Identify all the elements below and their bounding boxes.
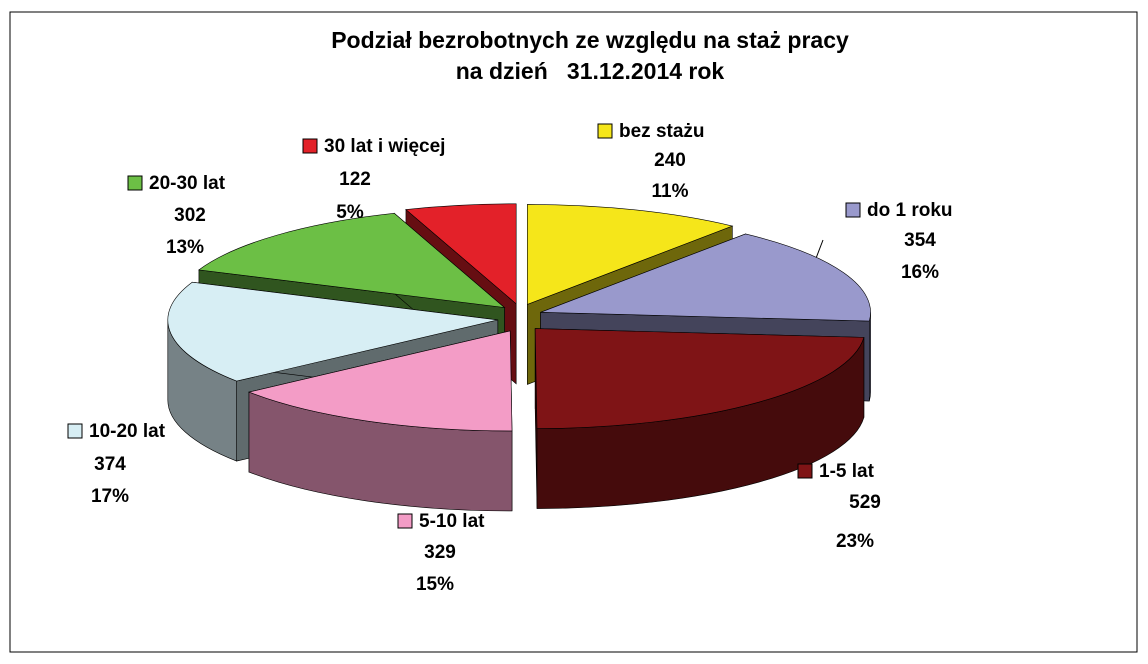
- percent-label: 5%: [336, 202, 364, 223]
- slice: [534, 328, 865, 429]
- category-label: 5-10 lat: [419, 511, 485, 532]
- legend-swatch: [67, 423, 83, 439]
- legend-swatch: [597, 123, 613, 139]
- category-label: 10-20 lat: [89, 421, 166, 442]
- percent-label: 17%: [91, 486, 129, 507]
- slice: [167, 281, 498, 382]
- slice-side: [869, 312, 871, 402]
- category-label: bez stażu: [619, 121, 705, 142]
- value-label: 240: [654, 150, 686, 171]
- value-label: 374: [94, 454, 126, 475]
- slice: [247, 330, 513, 432]
- legend-swatch: [397, 513, 413, 529]
- slice: [527, 204, 734, 305]
- percent-label: 23%: [836, 531, 874, 552]
- legend-swatch: [845, 202, 861, 218]
- value-label: 122: [339, 169, 371, 190]
- slice: [198, 213, 506, 309]
- legend-swatch: [302, 138, 318, 154]
- percent-label: 13%: [166, 237, 204, 258]
- slice: [405, 203, 517, 305]
- percent-label: 15%: [416, 574, 454, 595]
- slice: [540, 233, 871, 322]
- value-label: 354: [904, 230, 936, 251]
- legend-swatch: [797, 463, 813, 479]
- category-label: 30 lat i więcej: [324, 136, 445, 157]
- category-label: 1-5 lat: [819, 461, 875, 482]
- value-label: 529: [849, 492, 881, 513]
- category-label: 20-30 lat: [149, 173, 226, 194]
- chart-title: na dzień 31.12.2014 rok: [456, 58, 725, 84]
- percent-label: 11%: [652, 181, 689, 202]
- category-label: do 1 roku: [867, 200, 953, 221]
- value-label: 329: [424, 542, 456, 563]
- pie: [167, 203, 871, 512]
- chart-title: Podział bezrobotnych ze względu na staż …: [331, 27, 849, 53]
- legend-swatch: [127, 175, 143, 191]
- percent-label: 16%: [901, 262, 939, 283]
- value-label: 302: [174, 205, 206, 226]
